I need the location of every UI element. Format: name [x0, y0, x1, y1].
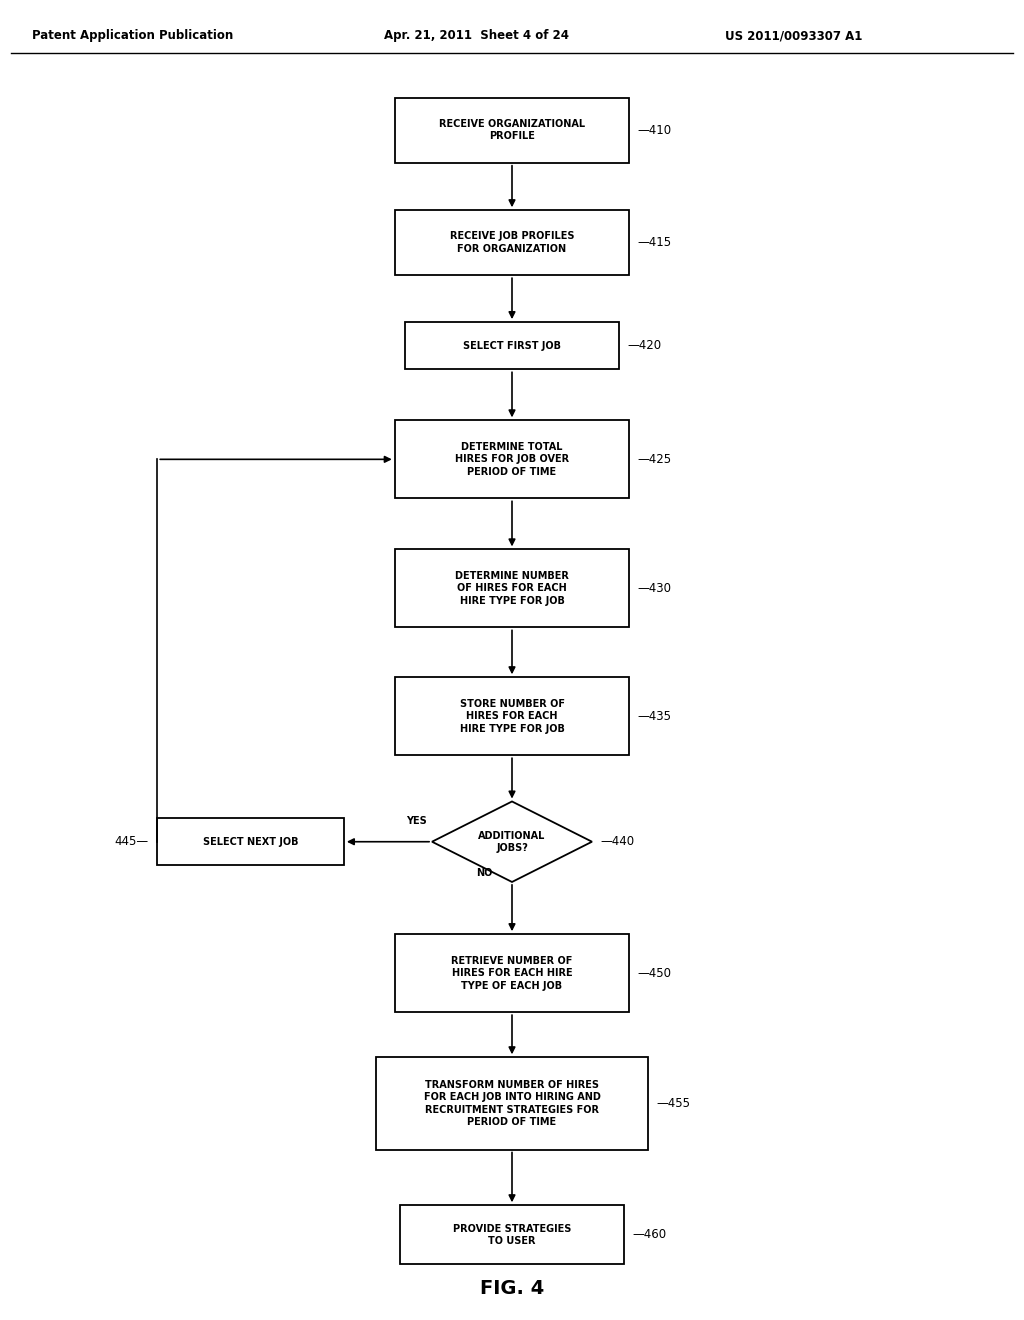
- Text: STORE NUMBER OF
HIRES FOR EACH
HIRE TYPE FOR JOB: STORE NUMBER OF HIRES FOR EACH HIRE TYPE…: [460, 698, 564, 734]
- Text: US 2011/0093307 A1: US 2011/0093307 A1: [725, 29, 862, 42]
- Bar: [394, 98, 630, 162]
- Text: RECEIVE ORGANIZATIONAL
PROFILE: RECEIVE ORGANIZATIONAL PROFILE: [439, 119, 585, 141]
- Text: —435: —435: [638, 710, 672, 723]
- Bar: [394, 935, 630, 1012]
- Text: —450: —450: [638, 966, 672, 979]
- Text: FIG. 4: FIG. 4: [480, 1279, 544, 1298]
- Text: DETERMINE TOTAL
HIRES FOR JOB OVER
PERIOD OF TIME: DETERMINE TOTAL HIRES FOR JOB OVER PERIO…: [455, 442, 569, 477]
- Bar: [400, 1205, 624, 1265]
- Text: TRANSFORM NUMBER OF HIRES
FOR EACH JOB INTO HIRING AND
RECRUITMENT STRATEGIES FO: TRANSFORM NUMBER OF HIRES FOR EACH JOB I…: [424, 1080, 600, 1127]
- Text: —430: —430: [638, 582, 672, 595]
- Text: —455: —455: [656, 1097, 690, 1110]
- Text: SELECT NEXT JOB: SELECT NEXT JOB: [203, 837, 298, 846]
- Bar: [158, 818, 344, 866]
- Text: —410: —410: [638, 124, 672, 137]
- Text: PROVIDE STRATEGIES
TO USER: PROVIDE STRATEGIES TO USER: [453, 1224, 571, 1246]
- Text: —420: —420: [627, 339, 662, 352]
- Bar: [394, 549, 630, 627]
- Text: DETERMINE NUMBER
OF HIRES FOR EACH
HIRE TYPE FOR JOB: DETERMINE NUMBER OF HIRES FOR EACH HIRE …: [455, 572, 569, 606]
- Text: RECEIVE JOB PROFILES
FOR ORGANIZATION: RECEIVE JOB PROFILES FOR ORGANIZATION: [450, 231, 574, 253]
- Bar: [394, 210, 630, 276]
- Bar: [394, 420, 630, 499]
- Bar: [406, 322, 618, 370]
- Polygon shape: [432, 801, 592, 882]
- Text: RETRIEVE NUMBER OF
HIRES FOR EACH HIRE
TYPE OF EACH JOB: RETRIEVE NUMBER OF HIRES FOR EACH HIRE T…: [452, 956, 572, 990]
- Text: ADDITIONAL
JOBS?: ADDITIONAL JOBS?: [478, 830, 546, 853]
- Text: NO: NO: [476, 867, 493, 878]
- Text: —460: —460: [633, 1229, 667, 1241]
- Text: 445—: 445—: [115, 836, 148, 849]
- Text: —440: —440: [600, 836, 635, 849]
- Bar: [394, 677, 630, 755]
- Text: Apr. 21, 2011  Sheet 4 of 24: Apr. 21, 2011 Sheet 4 of 24: [384, 29, 569, 42]
- Text: Patent Application Publication: Patent Application Publication: [32, 29, 233, 42]
- Text: SELECT FIRST JOB: SELECT FIRST JOB: [463, 341, 561, 351]
- Text: YES: YES: [406, 816, 427, 826]
- Text: —425: —425: [638, 453, 672, 466]
- Text: —415: —415: [638, 236, 672, 249]
- Bar: [376, 1057, 648, 1150]
